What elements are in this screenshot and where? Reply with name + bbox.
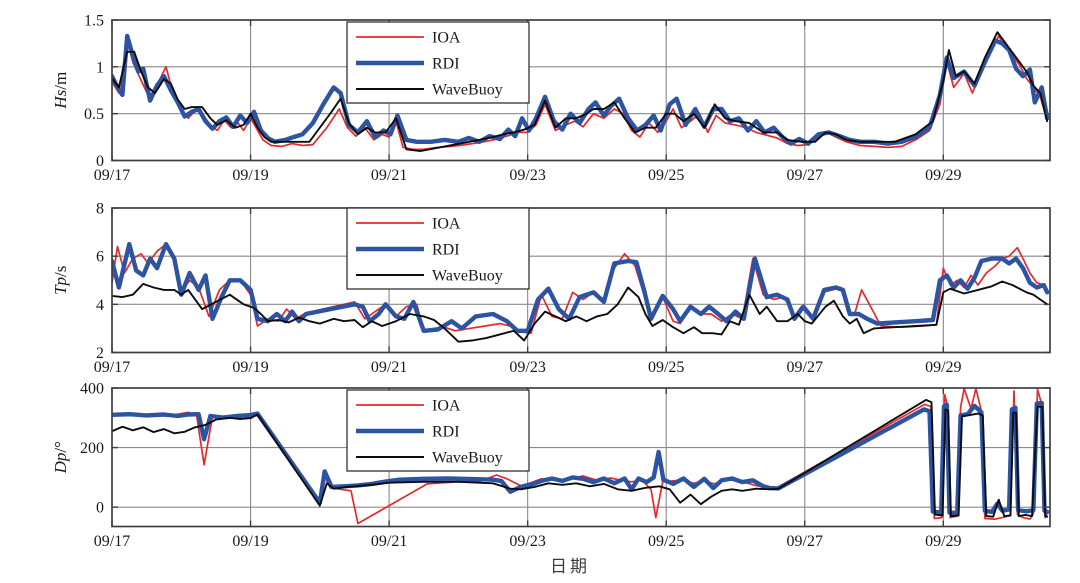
y-tick-label: 6 xyxy=(96,249,104,266)
x-tick-label: 09/19 xyxy=(232,533,268,550)
x-tick-label: 09/27 xyxy=(787,533,823,550)
y-tick-label: 0 xyxy=(96,153,104,170)
y-axis-title: Hs/m xyxy=(51,72,70,110)
panel-0: 0 0.5 1 1.5 09/17 09/19 09/21 09/23 09/25 09/27 09… xyxy=(51,12,1051,184)
legend-label-ioa: IOA xyxy=(432,29,461,46)
x-tick-label: 09/23 xyxy=(509,533,545,550)
y-tick-label: 1.5 xyxy=(84,12,104,29)
x-tick-label: 09/29 xyxy=(925,533,961,550)
legend-label-wavebuoy: WaveBuoy xyxy=(432,81,503,98)
series-line-wavebuoy xyxy=(112,280,1049,343)
y-axis-title: Dp/° xyxy=(51,441,70,474)
series-line-rdi xyxy=(112,400,1050,516)
panel-2: 0 200 400 09/17 09/19 09/21 09/23 09/25 09/27 09/… xyxy=(51,380,1051,550)
legend: IOA RDI WaveBuoy xyxy=(346,207,530,290)
x-tick-label: 09/25 xyxy=(648,533,684,550)
x-tick-label: 09/19 xyxy=(232,167,268,184)
axes-border xyxy=(111,19,1051,162)
y-tick-label: 4 xyxy=(96,297,104,314)
x-tick-label: 09/17 xyxy=(94,533,130,550)
legend-label-wavebuoy: WaveBuoy xyxy=(432,267,503,284)
x-tick-label: 09/21 xyxy=(371,167,407,184)
series-line-wavebuoy xyxy=(112,31,1049,153)
y-axis-title: Tp/s xyxy=(51,266,70,295)
x-tick-label: 09/29 xyxy=(925,359,961,376)
x-tick-label: 09/21 xyxy=(371,533,407,550)
y-tick-label: 400 xyxy=(80,380,104,397)
series-line-rdi xyxy=(112,241,1050,333)
plot-background xyxy=(112,208,1050,353)
x-tick-label: 09/17 xyxy=(94,359,130,376)
legend: IOA RDI WaveBuoy xyxy=(346,21,530,104)
x-tick-label: 09/25 xyxy=(648,359,684,376)
x-axis-title: 日期 xyxy=(550,557,590,576)
x-tick-label: 09/23 xyxy=(509,167,545,184)
legend-label-ioa: IOA xyxy=(432,397,461,414)
series-line-rdi xyxy=(112,33,1050,146)
legend-label-rdi: RDI xyxy=(432,241,460,258)
x-tick-label: 09/27 xyxy=(787,167,823,184)
x-tick-label: 09/19 xyxy=(232,359,268,376)
legend-label-ioa: IOA xyxy=(432,215,461,232)
x-tick-label: 09/21 xyxy=(371,359,407,376)
y-tick-label: 1 xyxy=(96,59,104,76)
legend-label-wavebuoy: WaveBuoy xyxy=(432,449,503,466)
series-line-wavebuoy xyxy=(112,398,1049,518)
panel-1: 2 4 6 8 09/17 09/19 09/21 09/23 09/25 09/27 09/29 T… xyxy=(51,200,1051,376)
x-tick-label: 09/27 xyxy=(787,359,823,376)
plot-background xyxy=(112,388,1050,527)
legend: IOA RDI WaveBuoy xyxy=(346,389,530,472)
y-tick-label: 0.5 xyxy=(84,106,104,123)
y-tick-label: 200 xyxy=(80,440,104,457)
x-tick-label: 09/29 xyxy=(925,167,961,184)
y-tick-label: 8 xyxy=(96,200,104,217)
x-tick-label: 09/23 xyxy=(509,359,545,376)
legend-label-rdi: RDI xyxy=(432,423,460,440)
x-tick-label: 09/17 xyxy=(94,167,130,184)
legend-label-rdi: RDI xyxy=(432,55,460,72)
y-tick-label: 0 xyxy=(96,500,104,517)
y-tick-label: 2 xyxy=(96,345,104,362)
x-tick-label: 09/25 xyxy=(648,167,684,184)
axes-border xyxy=(111,207,1051,354)
axes-border xyxy=(111,387,1051,528)
